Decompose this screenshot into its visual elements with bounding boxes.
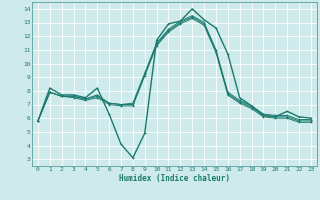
- X-axis label: Humidex (Indice chaleur): Humidex (Indice chaleur): [119, 174, 230, 183]
